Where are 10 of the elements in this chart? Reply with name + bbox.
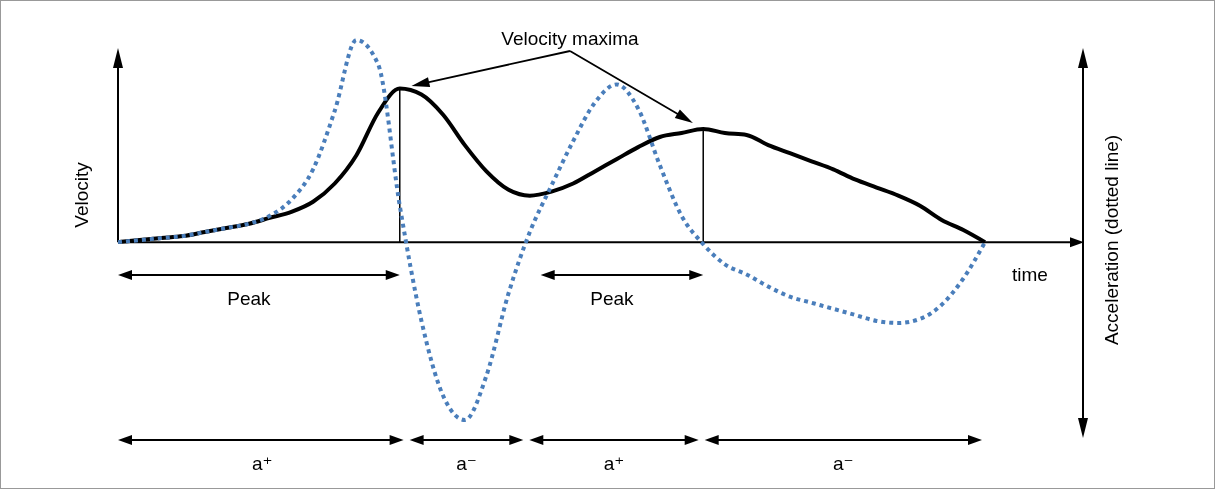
text: a⁺ [603, 453, 625, 474]
annotation: Peak [227, 288, 272, 309]
text: a⁻ [456, 453, 477, 474]
annotation: Velocity maxima [501, 28, 640, 49]
text: a⁻ [833, 453, 854, 474]
x-axis-title: time [1012, 264, 1048, 285]
text: Acceleration (dotted line) [1101, 134, 1122, 346]
annotation: Peak [590, 288, 635, 309]
y-axis-title: Velocity [71, 161, 92, 228]
text: a⁺ [252, 453, 273, 474]
